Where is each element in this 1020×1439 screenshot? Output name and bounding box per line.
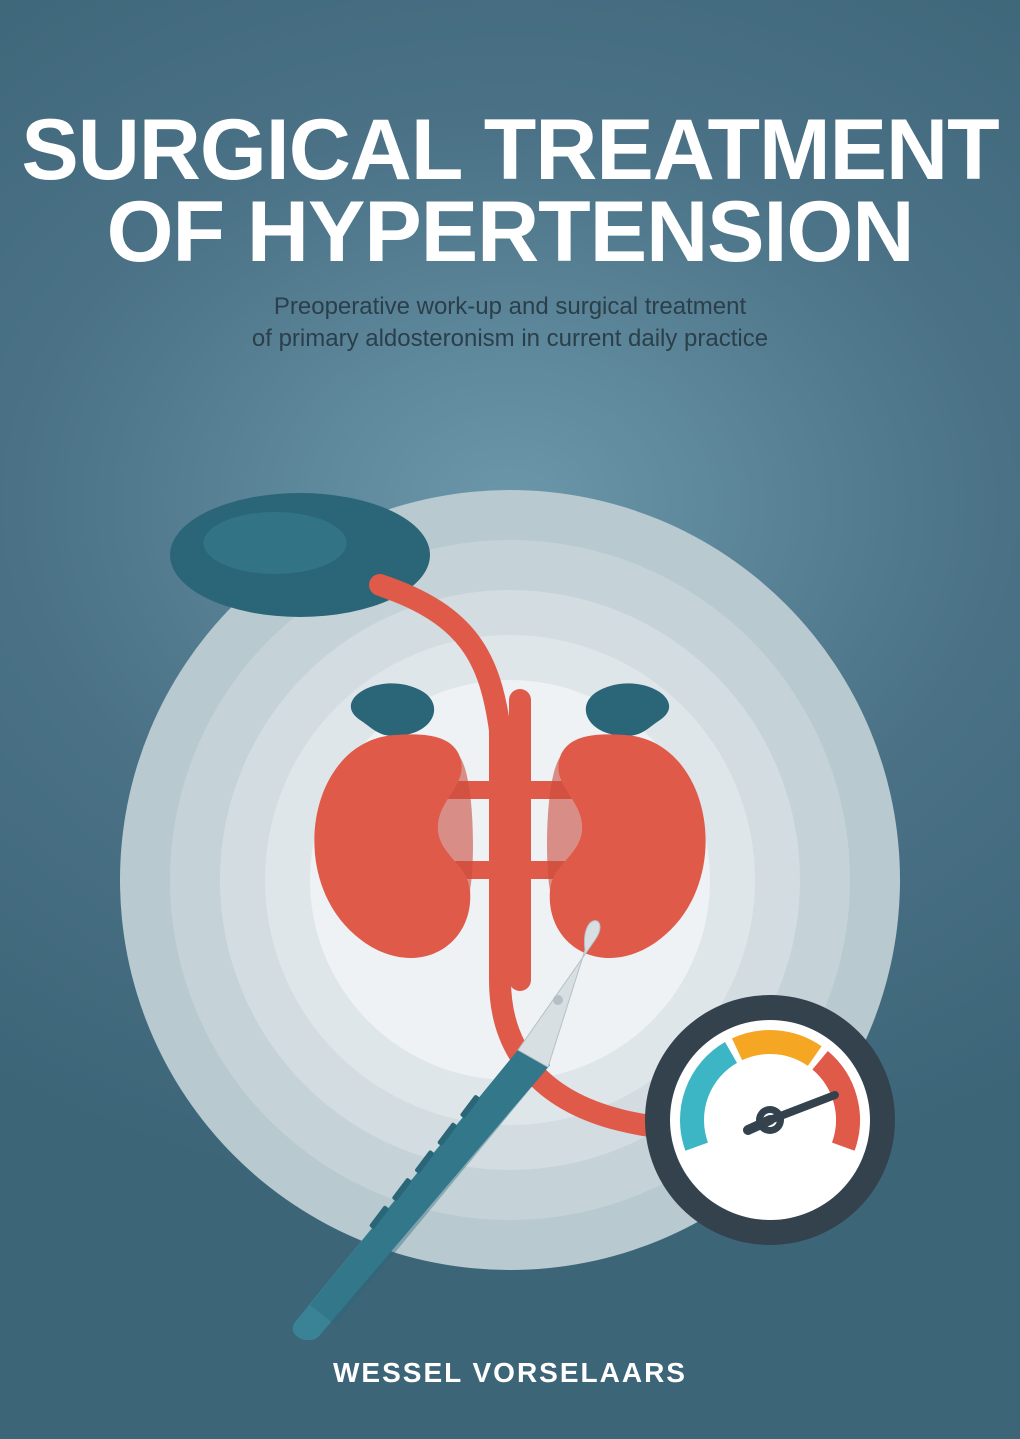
subtitle-line-2: of primary aldosteronism in current dail… [252, 325, 768, 352]
author-name: WESSEL VORSELAARS [0, 1357, 1020, 1389]
medical-illustration [0, 460, 1020, 1340]
subtitle: Preoperative work-up and surgical treatm… [252, 291, 768, 353]
main-title: SURGICAL TREATMENT OF HYPERTENSION [21, 110, 998, 273]
cover-page: SURGICAL TREATMENT OF HYPERTENSION Preop… [0, 0, 1020, 1439]
pressure-gauge-icon [645, 995, 895, 1245]
subtitle-line-1: Preoperative work-up and surgical treatm… [274, 293, 746, 320]
title-line-2: OF HYPERTENSION [107, 184, 914, 280]
